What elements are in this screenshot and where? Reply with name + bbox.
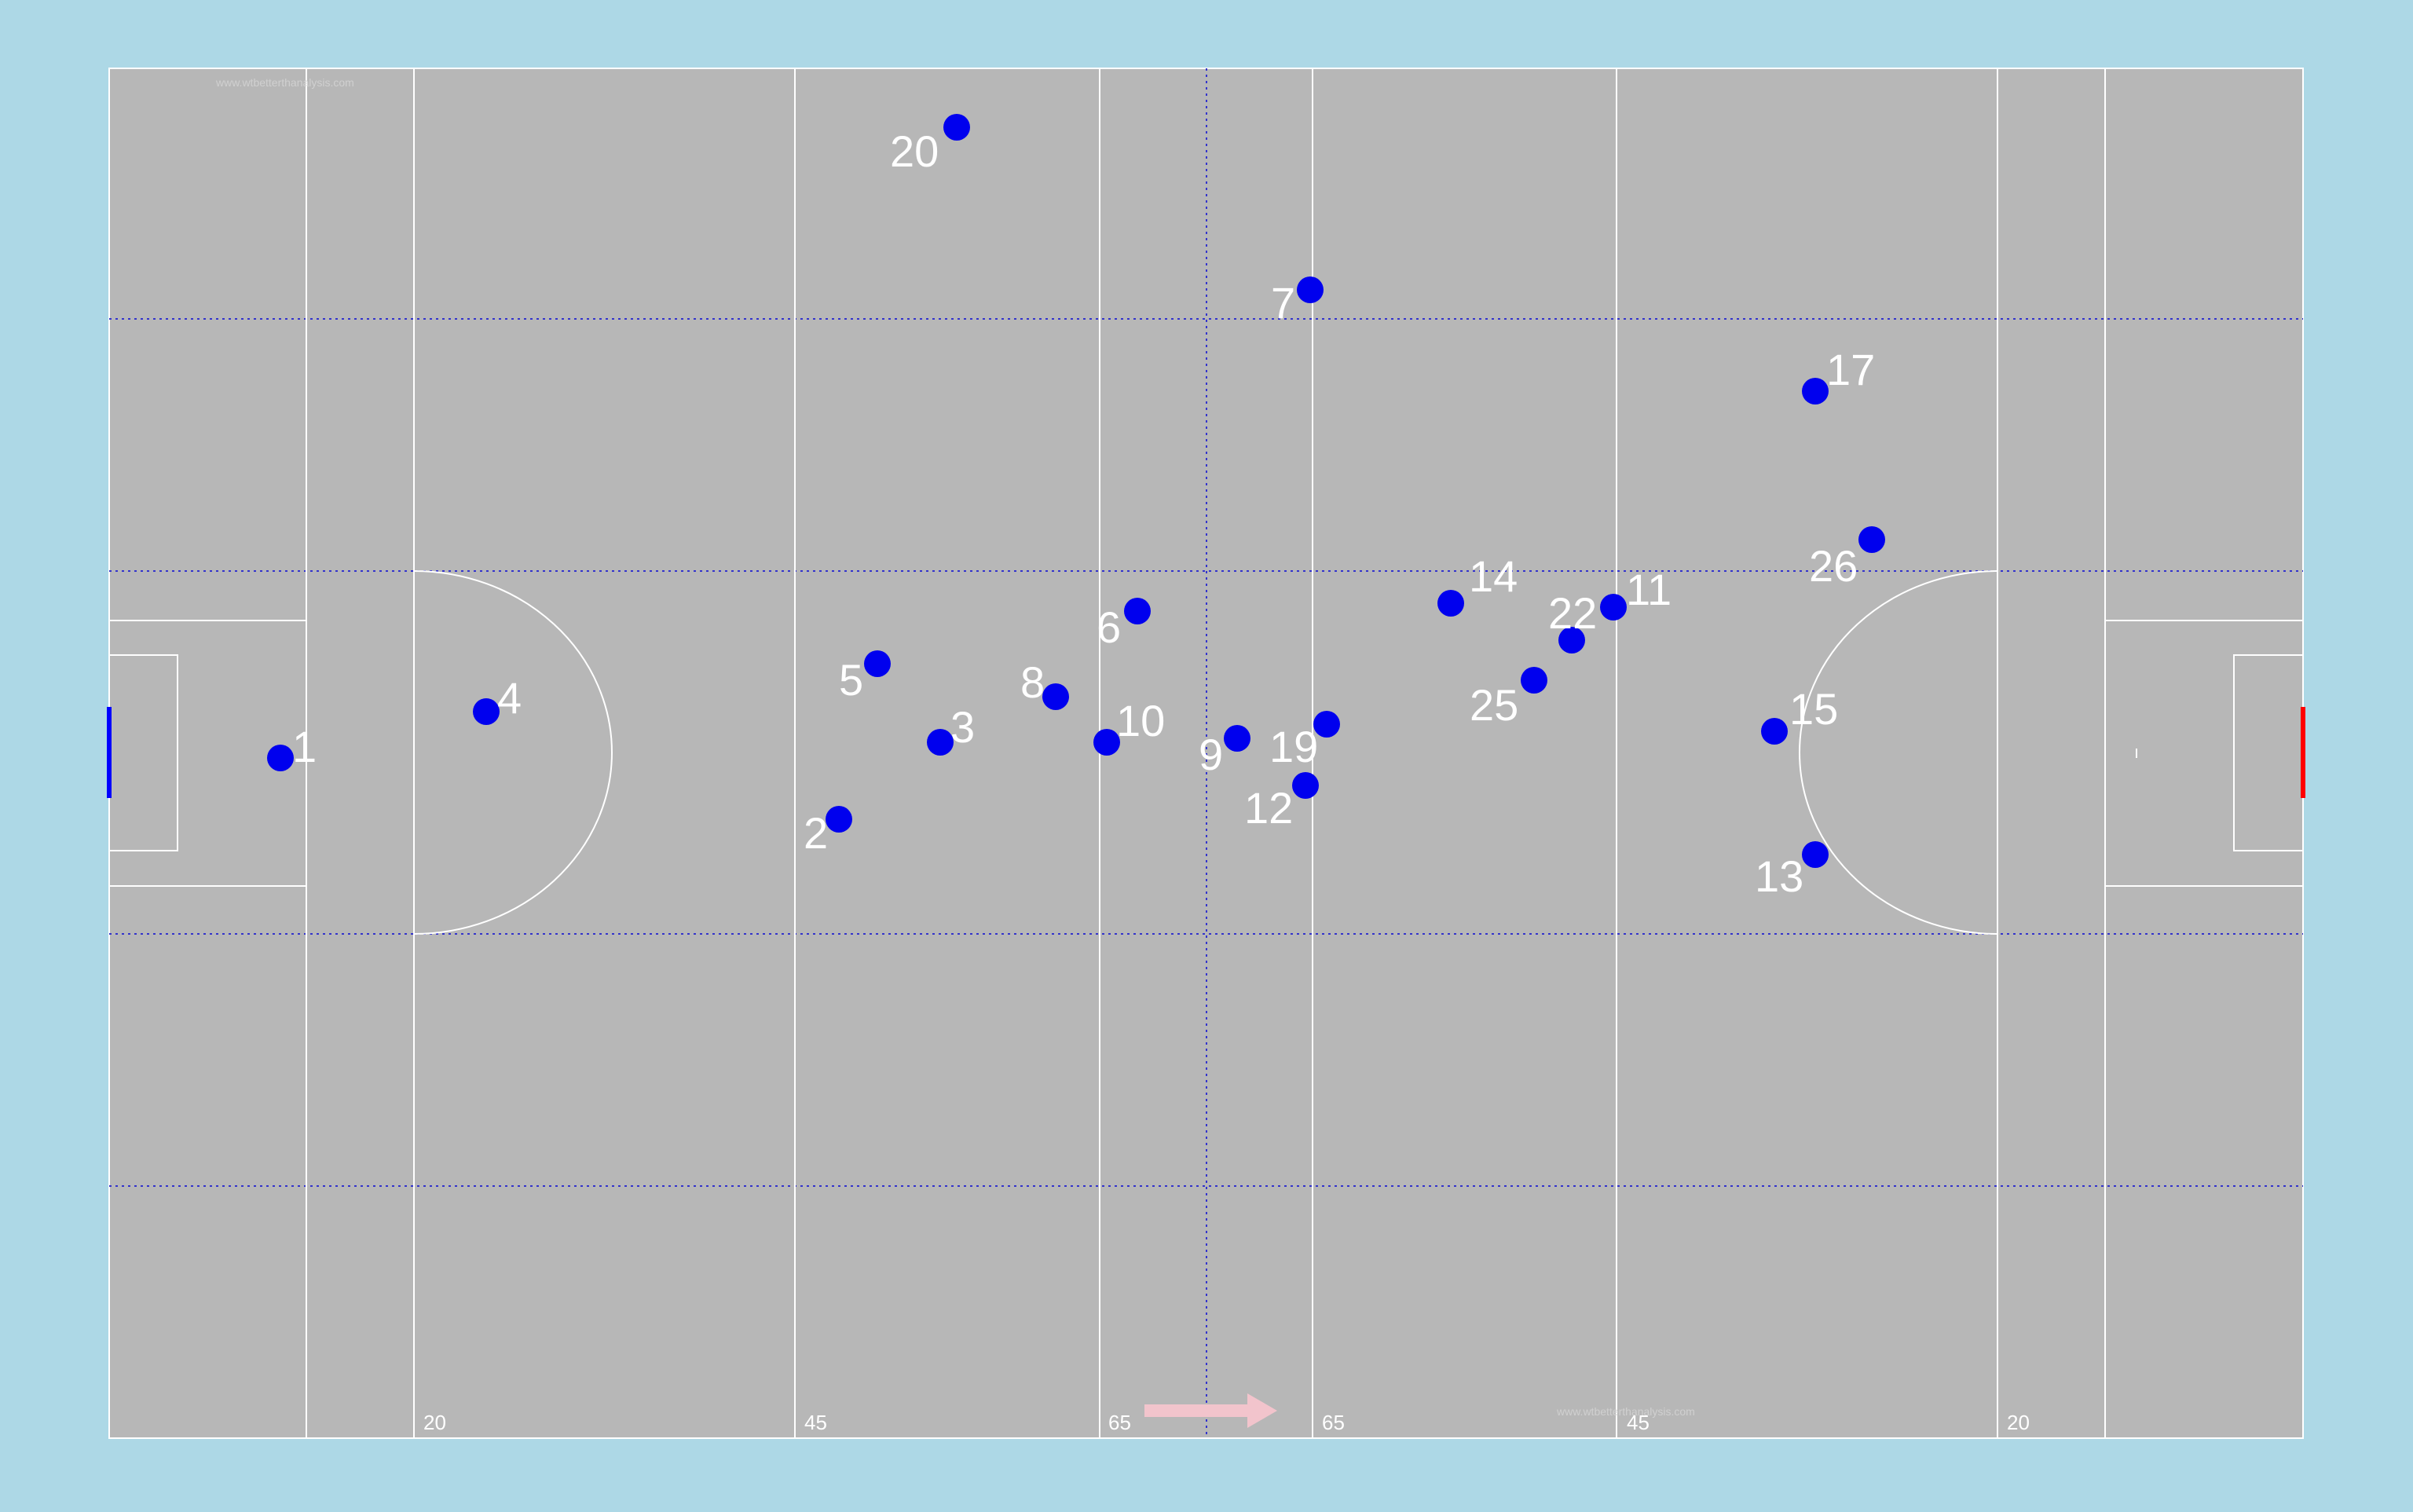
player-dot[interactable] bbox=[826, 806, 852, 833]
player-marker[interactable]: 22 bbox=[1548, 588, 1597, 653]
player-dot[interactable] bbox=[1042, 683, 1069, 710]
player-number: 11 bbox=[1626, 565, 1672, 614]
player-marker[interactable]: 19 bbox=[1269, 711, 1340, 771]
left-goal bbox=[107, 707, 112, 798]
player-dot[interactable] bbox=[1521, 667, 1547, 694]
player-dot[interactable] bbox=[1292, 772, 1319, 799]
player-dot[interactable] bbox=[1802, 378, 1829, 405]
player-dot[interactable] bbox=[1297, 276, 1324, 303]
player-dot[interactable] bbox=[1761, 718, 1788, 745]
player-dot[interactable] bbox=[1558, 627, 1585, 653]
player-dot[interactable] bbox=[473, 698, 500, 725]
player-dot[interactable] bbox=[1224, 725, 1250, 752]
player-marker[interactable]: 4 bbox=[473, 673, 522, 725]
right-goal bbox=[2301, 707, 2305, 798]
watermark-bottom: www.wtbetterthanalysis.com bbox=[1556, 1405, 1695, 1418]
player-dot[interactable] bbox=[267, 745, 294, 771]
player-dot[interactable] bbox=[1124, 598, 1151, 624]
player-number: 26 bbox=[1809, 541, 1858, 591]
player-number: 9 bbox=[1199, 730, 1223, 779]
player-marker[interactable]: 9 bbox=[1199, 725, 1250, 779]
player-marker[interactable]: 15 bbox=[1761, 684, 1838, 745]
zone-lines bbox=[109, 68, 2303, 1438]
player-marker[interactable]: 25 bbox=[1470, 667, 1547, 730]
player-dot[interactable] bbox=[1093, 729, 1120, 756]
player-dot[interactable] bbox=[1313, 711, 1340, 738]
player-number: 7 bbox=[1271, 278, 1295, 328]
player-dot[interactable] bbox=[943, 114, 970, 141]
player-marker[interactable]: 11 bbox=[1600, 565, 1672, 621]
player-marker[interactable]: 14 bbox=[1437, 551, 1518, 617]
player-number: 17 bbox=[1826, 345, 1875, 394]
player-number: 15 bbox=[1789, 684, 1838, 734]
player-marker[interactable]: 8 bbox=[1020, 657, 1069, 710]
player-marker[interactable]: 2 bbox=[804, 806, 852, 858]
player-marker[interactable]: 5 bbox=[839, 650, 891, 705]
player-number: 12 bbox=[1244, 783, 1293, 833]
player-number: 6 bbox=[1097, 602, 1121, 652]
player-marker[interactable]: 3 bbox=[927, 702, 975, 756]
player-number: 25 bbox=[1470, 680, 1518, 730]
player-number: 20 bbox=[890, 126, 939, 176]
line-label: 65 bbox=[1108, 1411, 1131, 1434]
player-number: 2 bbox=[804, 808, 828, 858]
player-marker[interactable]: 26 bbox=[1809, 526, 1885, 591]
player-marker[interactable]: 12 bbox=[1244, 772, 1319, 833]
line-label: 45 bbox=[1627, 1411, 1650, 1434]
player-dot[interactable] bbox=[1600, 594, 1627, 621]
player-marker[interactable]: 20 bbox=[890, 114, 970, 176]
player-number: 14 bbox=[1469, 551, 1518, 601]
player-marker[interactable]: 6 bbox=[1097, 598, 1151, 652]
player-number: 13 bbox=[1755, 851, 1803, 901]
line-label: 20 bbox=[2007, 1411, 2030, 1434]
line-label: 65 bbox=[1322, 1411, 1345, 1434]
player-marker[interactable]: 1 bbox=[267, 722, 317, 771]
direction-arrow-icon bbox=[1144, 1393, 1277, 1428]
player-number: 22 bbox=[1548, 588, 1597, 638]
player-number: 19 bbox=[1269, 722, 1318, 771]
line-label: 20 bbox=[423, 1411, 446, 1434]
player-number: 1 bbox=[292, 722, 317, 771]
player-number: 10 bbox=[1116, 696, 1165, 745]
line-label: 45 bbox=[804, 1411, 827, 1434]
player-number: 8 bbox=[1020, 657, 1045, 707]
player-dot[interactable] bbox=[864, 650, 891, 677]
player-number: 5 bbox=[839, 655, 863, 705]
player-marker[interactable]: 17 bbox=[1802, 345, 1875, 405]
player-number: 4 bbox=[497, 673, 522, 723]
player-marker[interactable]: 10 bbox=[1093, 696, 1165, 756]
player-dot[interactable] bbox=[927, 729, 954, 756]
watermark-top: www.wtbetterthanalysis.com bbox=[215, 76, 354, 89]
player-dot[interactable] bbox=[1802, 841, 1829, 868]
line-labels: 20 45 65 65 45 20 bbox=[423, 1411, 2030, 1434]
player-marker[interactable]: 7 bbox=[1271, 276, 1324, 328]
player-marker[interactable]: 13 bbox=[1755, 841, 1829, 901]
player-dot[interactable] bbox=[1858, 526, 1885, 553]
player-number: 3 bbox=[950, 702, 975, 752]
player-dot[interactable] bbox=[1437, 590, 1464, 617]
